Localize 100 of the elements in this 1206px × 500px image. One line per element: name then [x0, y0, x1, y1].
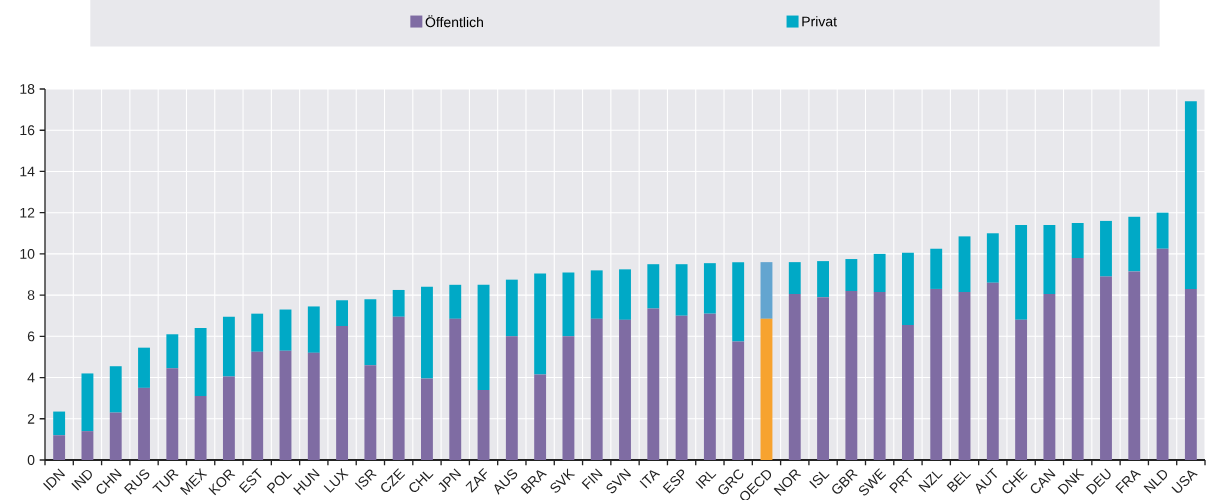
bar — [307, 352, 320, 460]
bar — [109, 412, 122, 460]
bar — [1071, 258, 1084, 460]
bar — [81, 373, 94, 432]
bar — [986, 233, 999, 283]
bar — [534, 374, 547, 460]
bar — [1043, 294, 1056, 460]
bar — [562, 336, 575, 460]
bar — [930, 248, 943, 289]
bar — [222, 316, 235, 377]
bar — [53, 411, 66, 436]
y-tick-label: 16 — [20, 125, 35, 136]
bar — [647, 264, 660, 309]
bar — [590, 318, 603, 460]
bar — [788, 262, 801, 295]
bar — [1015, 225, 1028, 320]
bar — [194, 396, 207, 460]
bar — [449, 284, 462, 319]
bar — [81, 431, 94, 460]
y-tick-label: 14 — [20, 166, 35, 177]
bar — [449, 318, 462, 460]
bar — [1043, 225, 1056, 295]
bar — [986, 282, 999, 460]
bar — [845, 290, 858, 460]
x-tick-label: IND — [71, 469, 92, 491]
bar — [421, 378, 433, 460]
bar — [1156, 212, 1169, 249]
x-tick-label: ISL — [809, 471, 830, 489]
x-tick-label: TUR — [152, 469, 179, 493]
bar — [873, 292, 886, 460]
bar — [1100, 276, 1112, 460]
bar — [675, 315, 688, 460]
y-tick-label: 6 — [27, 331, 35, 342]
bar — [138, 347, 150, 388]
bar — [166, 334, 179, 369]
bar — [760, 318, 773, 460]
bar — [251, 351, 264, 460]
bar — [222, 376, 235, 460]
y-tick-label: 12 — [20, 207, 35, 218]
bar — [901, 325, 914, 460]
bar — [279, 350, 292, 460]
y-tick-label: 2 — [27, 413, 35, 424]
bar — [1128, 216, 1141, 272]
x-tick-label: NZL — [918, 471, 943, 493]
bar — [788, 294, 801, 460]
y-tick-label: 4 — [27, 372, 35, 383]
x-tick-label: CHL — [409, 471, 434, 493]
y-tick-label: 8 — [27, 290, 35, 301]
bar — [562, 272, 575, 337]
bar — [1071, 222, 1084, 259]
bar — [364, 365, 377, 460]
bar — [958, 236, 971, 293]
bar — [307, 306, 320, 353]
bar — [703, 263, 716, 314]
bar — [1184, 101, 1197, 289]
y-tick-label: 10 — [20, 248, 35, 259]
bar — [675, 264, 688, 316]
bar — [817, 297, 829, 460]
bar — [138, 387, 150, 460]
bar — [590, 270, 603, 319]
y-tick-label: 0 — [27, 455, 35, 465]
bar — [336, 300, 349, 327]
bar — [336, 326, 349, 460]
bar — [732, 341, 745, 460]
x-tick-label: ISR — [354, 469, 377, 491]
bar — [392, 316, 405, 460]
bar — [1184, 288, 1197, 460]
bar — [364, 299, 377, 366]
bar — [619, 319, 631, 460]
bar — [534, 273, 547, 375]
bar — [647, 308, 660, 460]
bar — [477, 284, 490, 390]
x-tick-label: BEL — [946, 471, 971, 493]
bar — [166, 368, 179, 460]
x-tick-label: IRL — [695, 471, 717, 489]
bar — [732, 262, 745, 342]
bar — [1100, 220, 1112, 277]
bar — [845, 259, 858, 291]
y-tick-label: 18 — [20, 84, 35, 94]
bar — [1015, 319, 1028, 460]
bar — [901, 252, 914, 325]
bar — [1128, 271, 1141, 460]
bar — [392, 289, 405, 317]
legend-label: Öffentlich — [425, 15, 483, 28]
bar — [251, 313, 264, 352]
bar — [619, 269, 631, 320]
x-tick-label: USA — [1171, 470, 1198, 493]
bar — [703, 313, 716, 460]
bar — [958, 292, 971, 460]
x-tick-label: ITA — [639, 470, 661, 489]
bar — [109, 366, 122, 413]
bar — [1156, 248, 1169, 460]
legend-label: Privat — [802, 16, 837, 27]
bar — [421, 286, 433, 379]
bar — [279, 309, 292, 351]
bar — [873, 253, 886, 293]
bar — [817, 261, 829, 298]
bar — [760, 262, 773, 319]
bar — [505, 336, 518, 460]
bar — [194, 328, 207, 397]
